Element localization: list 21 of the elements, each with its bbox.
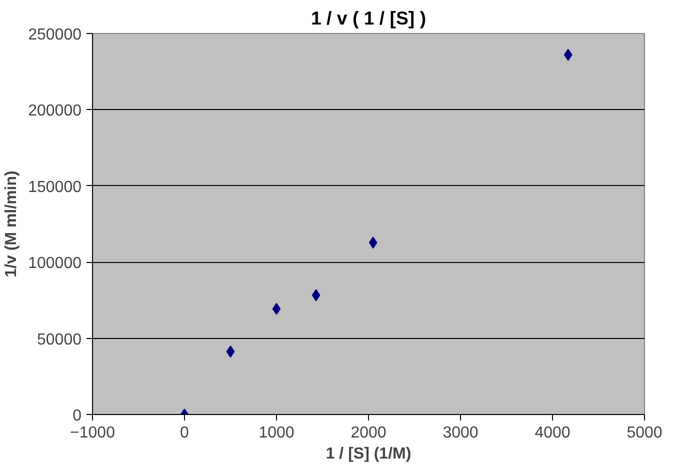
- x-tick-label: 0: [180, 424, 190, 442]
- point: [312, 289, 320, 302]
- point: [564, 48, 572, 61]
- x-tick-label: 3000: [442, 424, 478, 442]
- y-tick-label: 50000: [37, 331, 82, 348]
- x-tick-label: 5000: [626, 424, 662, 442]
- x-axis-title: 1 / [S] (1/M): [326, 446, 412, 462]
- y-tick-label: 250000: [28, 26, 82, 44]
- x-tick-label: 2000: [350, 424, 386, 442]
- point: [368, 236, 378, 249]
- y-tick-label: 150000: [28, 178, 82, 196]
- x-tick-label: 1000: [258, 424, 294, 442]
- y-axis-title: 1/v (M ml/min): [3, 170, 20, 278]
- y-tick-label: 0: [72, 408, 82, 424]
- x-tick-label: 4000: [534, 424, 570, 442]
- y-tick-label: 100000: [28, 255, 82, 272]
- x-tick-label: −1000: [70, 424, 116, 442]
- chart-title: 1 / v ( 1 / [S] ): [310, 8, 426, 28]
- point: [272, 302, 281, 315]
- point: [226, 346, 235, 358]
- y-tick-label: 200000: [28, 102, 82, 120]
